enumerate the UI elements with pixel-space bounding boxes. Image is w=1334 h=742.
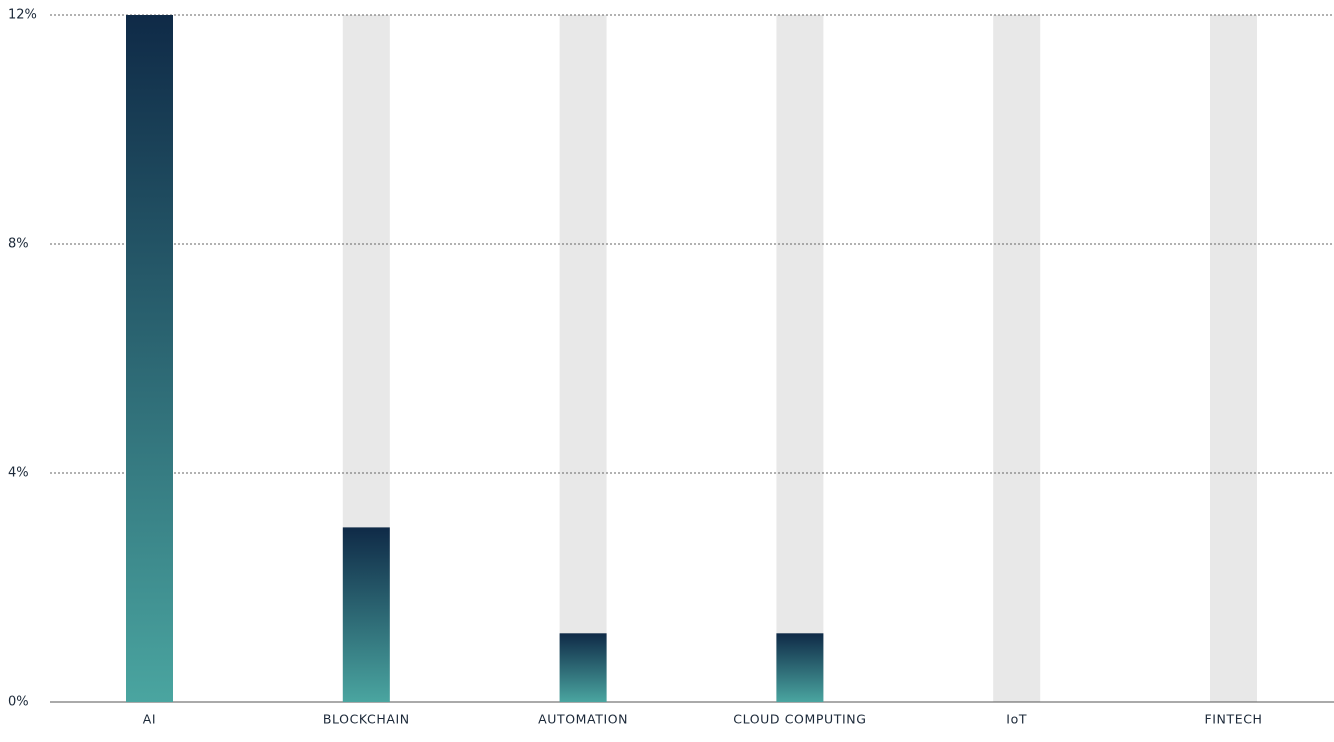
bar-track: [559, 15, 607, 702]
y-tick-label: 12%: [8, 8, 37, 23]
bar-track: [1210, 15, 1257, 702]
y-tick-label: 0%: [8, 695, 29, 710]
y-tick-label: 4%: [8, 466, 29, 481]
x-tick-label: FINTECH: [1204, 712, 1262, 727]
bar: [559, 633, 607, 702]
x-tick-label: IoT: [1006, 712, 1027, 727]
bar-track: [993, 15, 1041, 702]
x-tick-label: AUTOMATION: [538, 712, 628, 727]
x-tick-label: BLOCKCHAIN: [323, 712, 410, 727]
y-tick-label: 8%: [8, 237, 29, 252]
x-tick-label: CLOUD COMPUTING: [733, 712, 866, 727]
bar: [126, 15, 173, 702]
bar: [342, 527, 390, 702]
bar-track: [776, 15, 824, 702]
bar: [776, 633, 824, 702]
x-tick-label: AI: [143, 712, 156, 727]
